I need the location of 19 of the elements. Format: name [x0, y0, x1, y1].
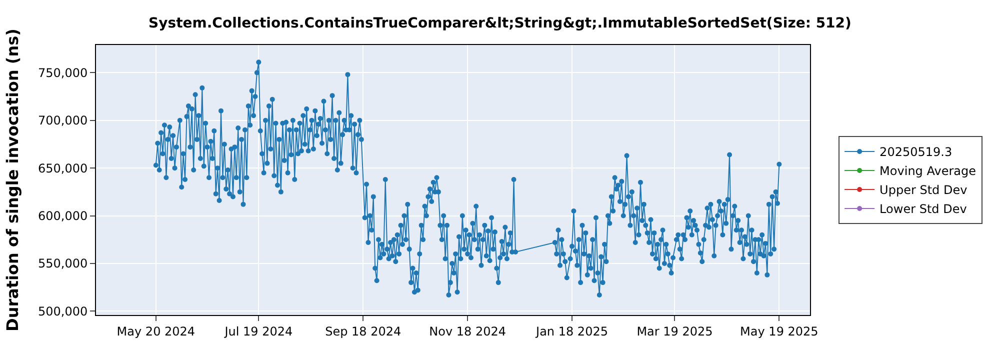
y-tick-label: 550,000 — [38, 256, 88, 271]
legend-label: Moving Average — [880, 164, 976, 178]
legend-label: Lower Std Dev — [880, 202, 967, 216]
x-tick-label: Nov 18 2024 — [429, 324, 506, 338]
y-tick-label: 650,000 — [38, 161, 88, 176]
x-tick-label: Sep 18 2024 — [325, 324, 402, 338]
x-tick-label: Jul 19 2024 — [224, 324, 293, 338]
x-tick-label: May 19 2025 — [740, 324, 818, 338]
legend-label: 20250519.3 — [880, 145, 952, 160]
y-axis-title: Duration of single invocation (ns) — [2, 28, 22, 332]
y-tick-label: 500,000 — [38, 304, 88, 318]
x-tick-label: Mar 19 2025 — [636, 324, 713, 338]
x-tick-label: May 20 2024 — [116, 324, 196, 338]
x-tick-label: Jan 18 2025 — [535, 324, 608, 338]
y-tick-label: 750,000 — [38, 66, 88, 80]
y-tick-label: 700,000 — [38, 114, 88, 128]
legend-label: Upper Std Dev — [880, 183, 968, 198]
y-tick-label: 600,000 — [38, 208, 88, 223]
chart-title: System.Collections.ContainsTrueComparer&lt;String&gt;.ImmutableSortedSet(Size: 512) — [148, 15, 852, 32]
